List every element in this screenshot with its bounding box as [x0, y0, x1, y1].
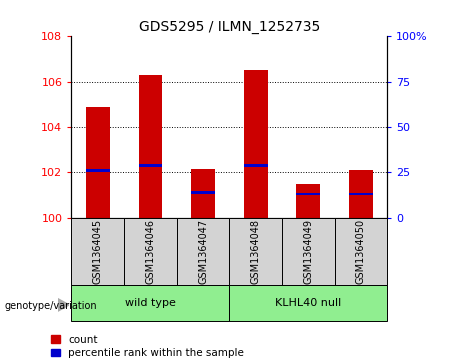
Bar — [71, 285, 230, 321]
Text: GSM1364049: GSM1364049 — [303, 219, 313, 284]
Bar — [71, 218, 124, 285]
Text: wild type: wild type — [125, 298, 176, 308]
Text: genotype/variation: genotype/variation — [5, 301, 97, 311]
Bar — [296, 184, 320, 218]
Bar — [139, 75, 162, 218]
Bar — [244, 70, 267, 218]
Bar — [139, 164, 162, 167]
Bar — [282, 218, 335, 285]
Bar — [191, 192, 215, 194]
Bar — [229, 218, 282, 285]
Bar — [124, 218, 177, 285]
Bar — [349, 193, 373, 195]
Text: GSM1364048: GSM1364048 — [251, 219, 260, 284]
Bar — [335, 218, 387, 285]
Bar — [86, 107, 110, 218]
Bar — [86, 169, 110, 172]
Legend: count, percentile rank within the sample: count, percentile rank within the sample — [51, 335, 244, 358]
Text: GSM1364050: GSM1364050 — [356, 219, 366, 284]
Text: KLHL40 null: KLHL40 null — [275, 298, 342, 308]
Bar — [244, 164, 267, 167]
Bar — [177, 218, 229, 285]
Text: GSM1364046: GSM1364046 — [145, 219, 155, 284]
Polygon shape — [58, 298, 69, 311]
Title: GDS5295 / ILMN_1252735: GDS5295 / ILMN_1252735 — [139, 20, 320, 34]
Bar — [229, 285, 387, 321]
Text: GSM1364045: GSM1364045 — [93, 219, 103, 284]
Bar — [349, 170, 373, 218]
Bar — [191, 169, 215, 218]
Bar — [296, 193, 320, 195]
Text: GSM1364047: GSM1364047 — [198, 219, 208, 284]
